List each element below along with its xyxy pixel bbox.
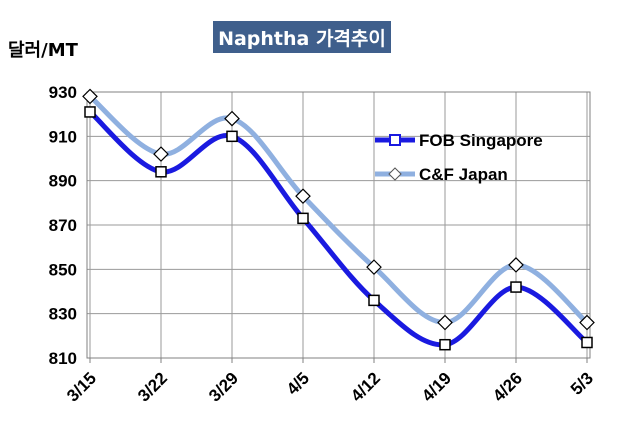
legend-item: C&F Japan — [375, 165, 508, 184]
x-tick-label: 3/15 — [63, 369, 100, 406]
x-tick-label: 3/22 — [134, 369, 171, 406]
y-tick-label: 870 — [49, 216, 77, 235]
x-axis-ticks: 3/15 3/22 3/29 4/5 4/12 4/19 4/26 5/3 — [63, 369, 597, 406]
y-axis-ticks: 810 830 850 870 890 910 930 — [49, 83, 77, 368]
series-fob-singapore — [84, 106, 593, 351]
legend-label: FOB Singapore — [419, 131, 543, 150]
data-point-diamond — [437, 314, 453, 331]
data-point-diamond — [579, 314, 595, 331]
data-point-square — [297, 212, 309, 225]
y-tick-label: 810 — [49, 349, 77, 368]
data-point-diamond — [295, 188, 311, 205]
x-tick-label: 4/26 — [489, 369, 526, 406]
y-tick-label: 850 — [49, 260, 77, 279]
y-tick-label: 930 — [49, 83, 77, 102]
data-point-square — [581, 336, 593, 349]
y-axis-label: 달러/MT — [8, 40, 78, 61]
legend-item: FOB Singapore — [375, 131, 543, 150]
data-point-square — [84, 106, 96, 118]
legend-marker-diamond — [388, 167, 402, 181]
data-point-diamond — [82, 88, 98, 105]
series-line — [87, 109, 590, 348]
series-line — [87, 93, 590, 326]
data-point-square — [439, 338, 451, 351]
data-point-square — [155, 166, 167, 178]
data-point-diamond — [508, 257, 524, 273]
data-point-square — [510, 281, 522, 293]
data-point-square — [226, 130, 238, 143]
x-tick-label: 5/3 — [567, 369, 597, 399]
series-layer — [82, 88, 595, 351]
legend-marker-square — [389, 134, 401, 146]
chart-title: Naphtha 가격추이 — [213, 21, 391, 53]
plot-area — [86, 91, 591, 359]
data-point-diamond — [153, 146, 169, 162]
y-tick-label: 890 — [49, 172, 77, 191]
x-tick-label: 3/29 — [205, 369, 242, 406]
y-tick-label: 910 — [49, 127, 77, 146]
data-point-diamond — [224, 110, 240, 127]
series-c-f-japan — [82, 88, 595, 331]
x-tick-label: 4/19 — [418, 369, 455, 406]
legend: FOB Singapore C&F Japan — [375, 131, 543, 184]
x-tick-label: 4/5 — [283, 369, 313, 399]
data-point-diamond — [366, 259, 382, 275]
y-tick-label: 830 — [49, 305, 77, 324]
data-point-square — [368, 294, 380, 307]
legend-label: C&F Japan — [419, 165, 508, 184]
x-tick-label: 4/12 — [347, 369, 384, 406]
